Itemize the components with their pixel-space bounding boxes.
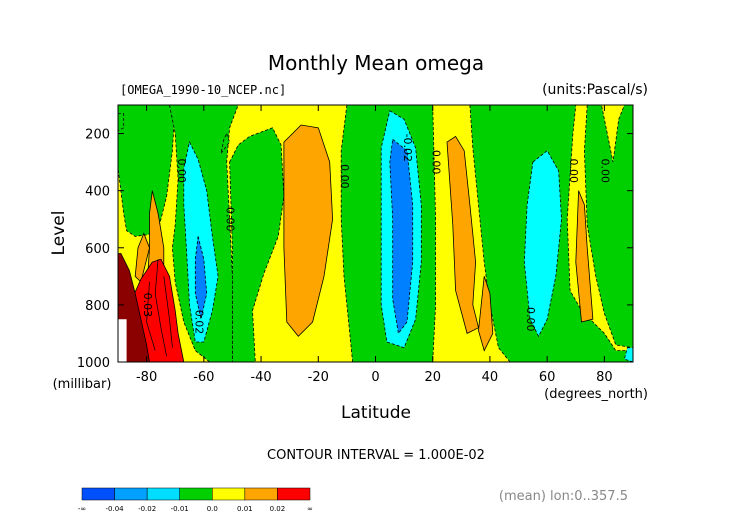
colorbar-labels: -∞ -0.04 -0.02 -0.01 0.0 0.01 0.02 ∞ [78,505,313,513]
colorbar-label-6: 0.02 [270,505,286,513]
contour-labels: 0.00 0.00 0.00 -0.02 0.00 0.00 0.00 0.00 0.02 0.0… [141,134,612,335]
y-tick-label-4: 1000 [77,356,110,371]
contour-region-16 [283,124,334,337]
contour-region-18 [478,276,494,352]
x-tick-label-3: -20 [308,370,329,385]
missing-patch-0 [118,319,127,362]
contour-label-8: 0.02 [192,310,205,335]
colorbar-swatch-2 [146,487,180,501]
colorbar-label-1: -0.04 [106,505,125,513]
x-tick-label-8: 80 [596,370,613,385]
contour-region-11 [523,150,562,338]
y-axis-label: Level [49,211,69,256]
y-tick-label-2: 600 [85,242,110,257]
file-label: [OMEGA_1990-10_NCEP.nc] [120,83,286,97]
x-tick-label-5: 20 [424,370,441,385]
y-axis-ticks: 200 400 600 800 1000 [77,128,633,371]
contour-line-1 [146,281,156,351]
x-axis-label: Latitude [341,403,411,423]
contour-region-12 [623,347,633,362]
contour-region-14 [389,138,414,335]
contour-label-9: 0.03 [141,293,154,318]
colorbar-swatch-0 [81,487,115,501]
contour-region-17 [446,135,479,334]
contour-region-19 [575,190,594,323]
missing-data-area [118,319,127,362]
x-tick-label-1: -60 [193,370,214,385]
contour-region-3 [229,127,285,362]
units-label: (units:Pascal/s) [542,82,648,98]
y-axis-units: (millibar) [53,377,112,392]
x-tick-label-0: -80 [136,370,157,385]
contour-region-7 [118,113,125,132]
colorbar-label-2: -0.02 [138,505,156,513]
contour-label-7: 0.00 [524,307,537,332]
contour-label-2: 0.00 [338,164,351,189]
colorbar-swatch-5 [244,487,278,501]
x-axis-ticks: -80 -60 -40 -20 0 20 40 60 80 [136,105,613,385]
colorbar-swatch-1 [114,487,148,501]
contour-region-6 [583,105,633,349]
x-tick-label-6: 40 [482,370,499,385]
colorbar-swatch-6 [277,487,311,501]
contour-label-5: 0.00 [567,158,580,183]
colorbar-swatch-4 [212,487,246,501]
colorbar-label-5: 0.01 [237,505,253,513]
y-tick-label-3: 800 [85,299,110,314]
contour-region-1 [118,105,176,237]
colorbar-label-0: -∞ [78,505,86,513]
filled-contours [118,105,633,362]
contour-lines [146,259,173,357]
mean-text: (mean) lon:0..357.5 [499,489,628,504]
y-tick-label-0: 200 [85,128,110,143]
x-axis-units: (degrees_north) [544,387,648,402]
contour-interval-text: CONTOUR INTERVAL = 1.000E-02 [267,448,485,463]
colorbar [81,487,311,501]
plot-area: 0.00 0.00 0.00 -0.02 0.00 0.00 0.00 0.00 0.02 0.0… [118,105,633,362]
contour-region-13 [194,236,208,320]
y-tick-label-1: 400 [85,185,110,200]
colorbar-label-3: -0.01 [171,505,189,513]
x-tick-label-7: 60 [539,370,556,385]
contour-label-1: 0.00 [224,207,237,232]
x-tick-label-2: -40 [250,370,271,385]
chart-title: Monthly Mean omega [268,51,484,75]
x-tick-label-4: 0 [371,370,379,385]
contour-label-0: 0.00 [175,158,188,183]
contour-region-8 [220,132,231,154]
contour-region-9 [183,140,219,343]
colorbar-label-4: 0.0 [207,505,218,513]
colorbar-label-7: ∞ [307,505,313,513]
contour-label-6: 0.00 [599,158,612,183]
contour-label-4: 0.00 [430,150,443,175]
contour-line-0 [154,259,167,357]
contour-line-2 [163,276,173,348]
contour-label-3: -0.02 [401,134,414,162]
colorbar-swatch-3 [179,487,213,501]
